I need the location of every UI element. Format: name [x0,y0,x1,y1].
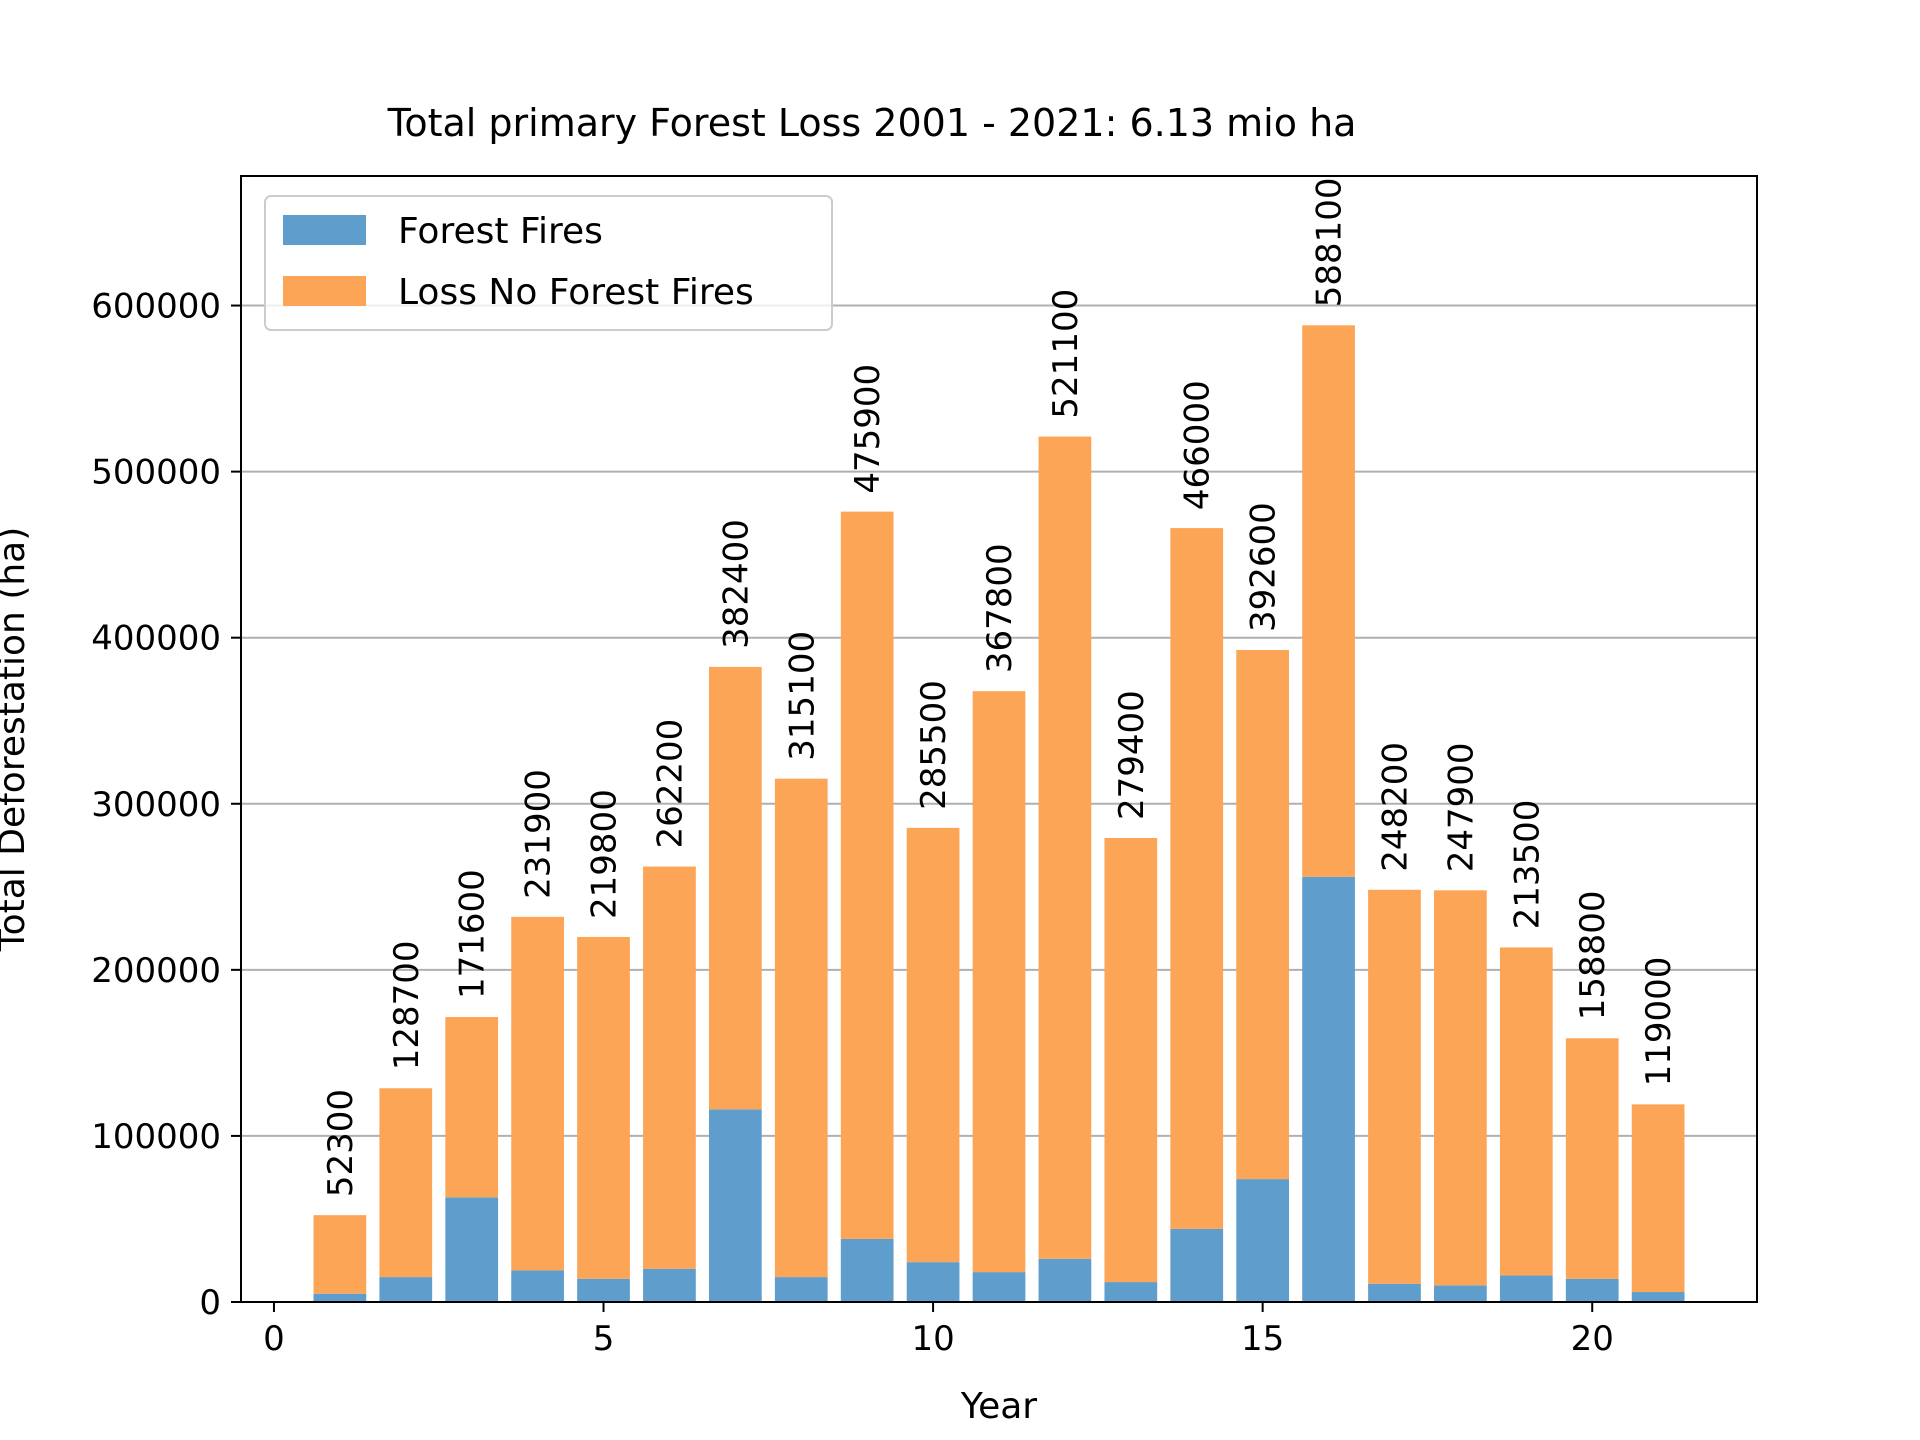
data-label: 119000 [1639,957,1679,1087]
bars-layer [313,325,1685,1302]
bar-loss-no-forest-fires [840,511,894,1239]
bar-loss-no-forest-fires [313,1215,367,1294]
bar-loss-no-forest-fires [1236,649,1290,1180]
x-tick-label: 10 [911,1319,954,1359]
bar-loss-no-forest-fires [1302,325,1355,877]
bar-forest-fires [906,1262,960,1302]
bar-forest-fires [840,1238,894,1302]
x-tick-label: 15 [1241,1319,1284,1359]
bar-loss-no-forest-fires [1631,1104,1685,1293]
data-label: 247900 [1441,742,1481,872]
y-axis-label: Total Deforestation (ha) [0,527,33,953]
bar-forest-fires [1434,1285,1487,1302]
y-tick-label: 500000 [91,453,221,493]
bar-forest-fires [1565,1278,1619,1302]
y-tick-label: 100000 [91,1117,221,1157]
x-axis-label: Year [960,1386,1037,1427]
bar-loss-no-forest-fires [1170,528,1224,1229]
bar-loss-no-forest-fires [577,936,630,1279]
bar-loss-no-forest-fires [445,1017,499,1198]
data-label: 262200 [650,719,690,849]
bar-forest-fires [1104,1282,1158,1302]
bar-forest-fires [643,1268,696,1302]
bar-loss-no-forest-fires [708,666,762,1110]
bar-forest-fires [1170,1228,1224,1302]
data-label: 521100 [1046,289,1086,419]
bar-forest-fires [1302,876,1355,1302]
legend: Forest Fires Loss No Forest Fires [264,195,833,331]
bar-loss-no-forest-fires [972,691,1026,1273]
bar-forest-fires [1499,1275,1553,1302]
legend-frame [264,195,833,331]
bar-forest-fires [708,1109,762,1302]
bar-forest-fires [972,1272,1026,1302]
data-label: 588100 [1310,178,1350,308]
legend-label-loss-no-forest-fires: Loss No Forest Fires [398,272,754,313]
data-label: 392600 [1244,502,1284,632]
bar-forest-fires [1368,1283,1421,1302]
y-tick-label: 600000 [91,287,221,327]
data-label: 219800 [585,789,625,919]
bar-forest-fires [1038,1258,1092,1302]
x-tick-label: 20 [1571,1319,1614,1359]
plot-frame [240,175,1758,1303]
data-label: 128700 [387,940,427,1070]
bar-forest-fires [774,1277,828,1302]
data-label: 52300 [321,1089,361,1197]
bar-loss-no-forest-fires [511,916,564,1271]
legend-swatch-forest-fires [283,215,366,245]
bar-forest-fires [511,1270,564,1302]
bar-loss-no-forest-fires [1499,947,1553,1276]
x-tick-label: 5 [593,1319,615,1359]
data-label: 367800 [980,543,1020,673]
bar-forest-fires [1236,1179,1290,1302]
chart-title: Total primary Forest Loss 2001 - 2021: 6… [387,101,1357,145]
bar-forest-fires [379,1277,433,1302]
data-label: 248200 [1375,742,1415,872]
data-label: 213500 [1507,800,1547,930]
y-tick-label: 0 [199,1283,221,1323]
data-label: 171600 [453,869,493,999]
axes-layer: 0 5 10 15 20 0 100000 200000 300000 400000 500000 6… [91,287,1614,1359]
data-label: 315100 [782,631,822,761]
bar-loss-no-forest-fires [774,778,828,1278]
y-tick-label: 300000 [91,785,221,825]
bar-forest-fires [313,1293,367,1302]
data-labels-layer: 52300 128700 171600 231900 219800 262200 38240… [321,178,1679,1198]
y-tick-label: 200000 [91,951,221,991]
data-label: 466000 [1178,380,1218,510]
data-label: 475900 [848,364,888,494]
data-label: 382400 [716,519,756,649]
data-label: 279400 [1112,690,1152,820]
legend-label-forest-fires: Forest Fires [398,211,603,252]
bar-loss-no-forest-fires [1038,436,1092,1259]
legend-swatch-loss-no-forest-fires [283,276,366,306]
bar-loss-no-forest-fires [906,827,960,1263]
data-label: 231900 [519,769,559,899]
data-label: 158800 [1573,890,1613,1020]
x-tick-label: 0 [263,1319,285,1359]
bar-forest-fires [445,1197,499,1302]
bar-loss-no-forest-fires [643,866,696,1269]
y-tick-label: 400000 [91,619,221,659]
data-label: 285500 [914,680,954,810]
bar-loss-no-forest-fires [1565,1038,1619,1279]
bar-forest-fires [577,1278,630,1302]
bar-forest-fires [1631,1292,1685,1302]
bar-loss-no-forest-fires [1434,890,1487,1286]
bar-loss-no-forest-fires [379,1088,433,1278]
bar-loss-no-forest-fires [1104,837,1158,1283]
bar-loss-no-forest-fires [1368,889,1421,1284]
